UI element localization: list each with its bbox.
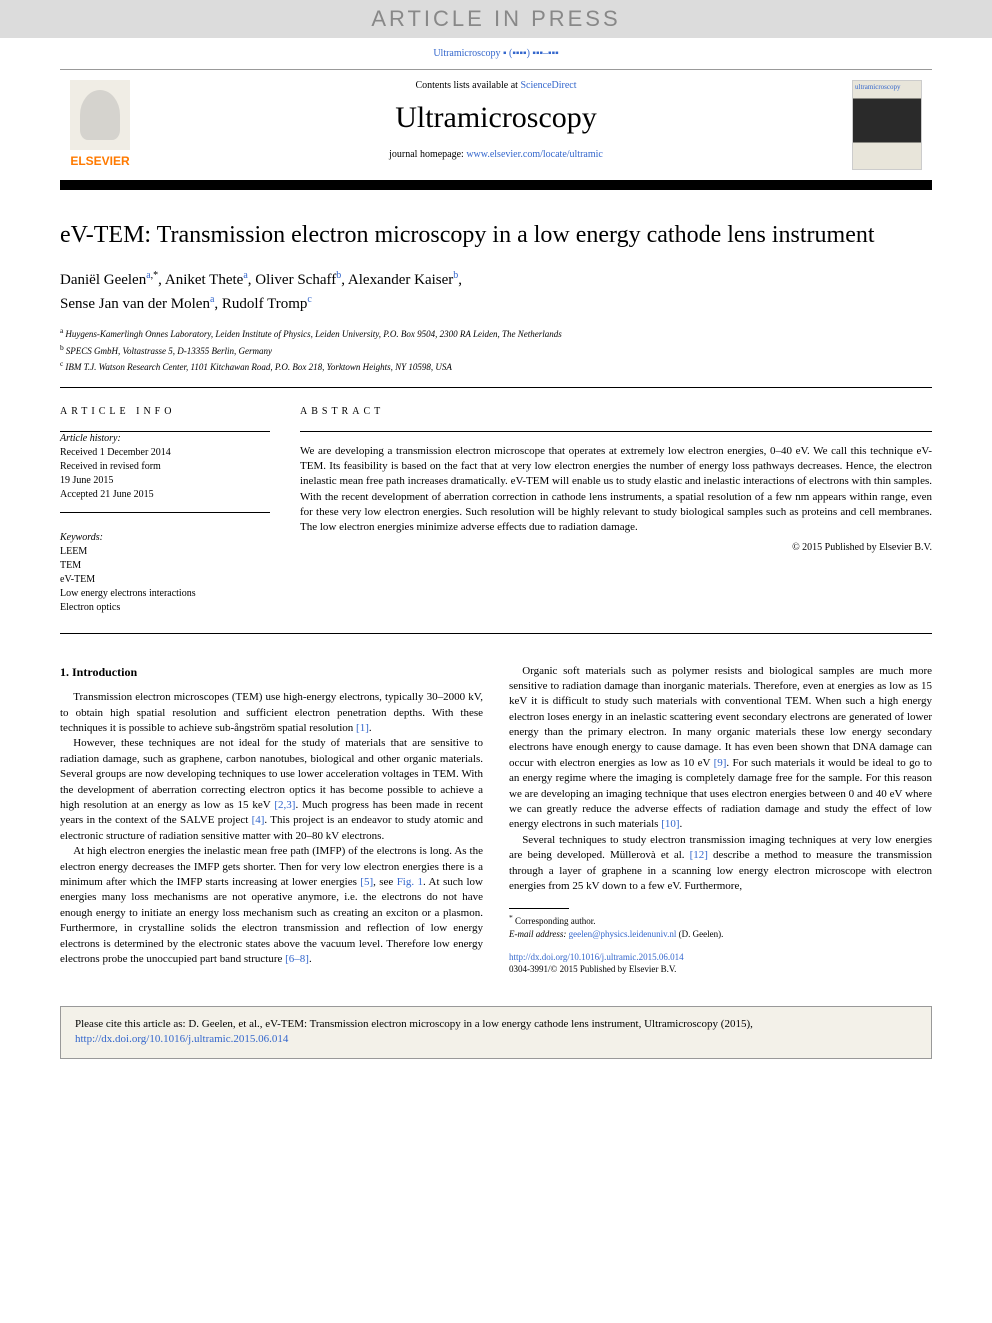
para-text: , see xyxy=(373,876,397,888)
journal-cover-thumb[interactable]: ultramicroscopy xyxy=(852,70,932,180)
affiliation: cIBM T.J. Watson Research Center, 1101 K… xyxy=(60,358,932,375)
abstract-text: We are developing a transmission electro… xyxy=(300,444,932,536)
keyword: LEEM xyxy=(60,545,270,559)
corr-text: Corresponding author. xyxy=(515,916,596,926)
citation-link[interactable]: [1] xyxy=(356,722,369,734)
para-text: . xyxy=(369,722,372,734)
journal-name: Ultramicroscopy xyxy=(140,101,852,135)
elsevier-logo[interactable]: ELSEVIER xyxy=(60,70,140,180)
figure-link[interactable]: Fig. 1 xyxy=(397,876,423,888)
paragraph: Several techniques to study electron tra… xyxy=(509,833,932,895)
citation-box: Please cite this article as: D. Geelen, … xyxy=(60,1006,932,1059)
keyword: Low energy electrons interactions xyxy=(60,587,270,601)
aff-key: c xyxy=(60,359,63,368)
doi-link[interactable]: http://dx.doi.org/10.1016/j.ultramic.201… xyxy=(509,952,684,962)
author-aff-marker[interactable]: a xyxy=(243,270,247,281)
homepage-prefix: journal homepage: xyxy=(389,149,466,160)
issn-line: 0304-3991/© 2015 Published by Elsevier B… xyxy=(509,964,676,974)
article-title: eV-TEM: Transmission electron microscopy… xyxy=(60,220,932,250)
citation-link[interactable]: [4] xyxy=(252,814,265,826)
email-who: (D. Geelen). xyxy=(676,929,723,939)
copyright: © 2015 Published by Elsevier B.V. xyxy=(300,542,932,553)
cover-image: ultramicroscopy xyxy=(852,80,922,170)
author-aff-marker[interactable]: a xyxy=(210,294,214,305)
citation-link[interactable]: [6–8] xyxy=(285,953,309,965)
footnotes: * Corresponding author. E-mail address: … xyxy=(509,913,932,940)
corresponding-marker[interactable]: ,* xyxy=(151,270,159,281)
citation-link[interactable]: [10] xyxy=(661,818,679,830)
affiliation: aHuygens-Kamerlingh Onnes Laboratory, Le… xyxy=(60,325,932,342)
aff-text: IBM T.J. Watson Research Center, 1101 Ki… xyxy=(65,362,452,372)
footnote-block: * Corresponding author. E-mail address: … xyxy=(509,908,932,975)
author-aff-marker[interactable]: b xyxy=(453,270,458,281)
history-revised: Received in revised form xyxy=(60,460,270,474)
email-link[interactable]: geelen@physics.leidenuniv.nl xyxy=(569,929,677,939)
abstract-col: abstract We are developing a transmissio… xyxy=(300,406,932,615)
author: Daniël Geelen xyxy=(60,272,146,288)
contents-lists-line: Contents lists available at ScienceDirec… xyxy=(140,80,852,91)
info-abstract-row: article info Article history: Received 1… xyxy=(60,388,932,633)
aff-text: SPECS GmbH, Voltastrasse 5, D-13355 Berl… xyxy=(66,346,272,356)
elsevier-brand-text: ELSEVIER xyxy=(60,154,140,168)
author: Aniket Thete xyxy=(165,272,243,288)
aff-key: a xyxy=(60,326,63,335)
journal-reference: Ultramicroscopy ▪ (▪▪▪▪) ▪▪▪–▪▪▪ xyxy=(0,38,992,69)
history-label: Article history: xyxy=(60,432,270,446)
homepage-link[interactable]: www.elsevier.com/locate/ultramic xyxy=(466,149,603,160)
keyword: eV-TEM xyxy=(60,573,270,587)
author: Alexander Kaiser xyxy=(348,272,453,288)
email-label: E-mail address: xyxy=(509,929,569,939)
header-divider-bar xyxy=(60,180,932,190)
affiliation: bSPECS GmbH, Voltastrasse 5, D-13355 Ber… xyxy=(60,342,932,359)
citation-link[interactable]: [2,3] xyxy=(274,799,295,811)
header-center: Contents lists available at ScienceDirec… xyxy=(140,70,852,180)
paragraph: Transmission electron microscopes (TEM) … xyxy=(60,690,483,736)
section-heading: 1. Introduction xyxy=(60,664,483,681)
doi-block: http://dx.doi.org/10.1016/j.ultramic.201… xyxy=(509,951,932,976)
keywords-label: Keywords: xyxy=(60,531,270,545)
para-text: Organic soft materials such as polymer r… xyxy=(509,665,932,769)
article-info-col: article info Article history: Received 1… xyxy=(60,406,270,615)
author-aff-marker[interactable]: b xyxy=(336,270,341,281)
sciencedirect-link[interactable]: ScienceDirect xyxy=(520,80,576,91)
author: Sense Jan van der Molen xyxy=(60,296,210,312)
journal-header: ELSEVIER Contents lists available at Sci… xyxy=(60,69,932,180)
author: Rudolf Tromp xyxy=(222,296,307,312)
article-info-label: article info xyxy=(60,406,270,417)
article-history: Article history: Received 1 December 201… xyxy=(60,432,270,513)
homepage-line: journal homepage: www.elsevier.com/locat… xyxy=(140,149,852,160)
citation-link[interactable]: [9] xyxy=(714,757,727,769)
paragraph: At high electron energies the inelastic … xyxy=(60,844,483,967)
cite-doi-link[interactable]: http://dx.doi.org/10.1016/j.ultramic.201… xyxy=(75,1033,288,1045)
affiliations: aHuygens-Kamerlingh Onnes Laboratory, Le… xyxy=(60,325,932,375)
body-text: 1. Introduction Transmission electron mi… xyxy=(60,664,932,976)
footnote-divider xyxy=(509,908,569,909)
author-list: Daniël Geelena,*, Aniket Thetea, Oliver … xyxy=(60,268,932,315)
history-revised-date: 19 June 2015 xyxy=(60,474,270,488)
para-text: Transmission electron microscopes (TEM) … xyxy=(60,691,483,734)
cite-text: Please cite this article as: D. Geelen, … xyxy=(75,1018,753,1030)
abstract-label: abstract xyxy=(300,406,932,417)
article-in-press-banner: ARTICLE IN PRESS xyxy=(0,0,992,38)
elsevier-tree-icon xyxy=(70,80,130,150)
aff-key: b xyxy=(60,343,64,352)
paragraph: Organic soft materials such as polymer r… xyxy=(509,664,932,833)
keyword: Electron optics xyxy=(60,601,270,615)
divider xyxy=(60,633,932,634)
author: Oliver Schaff xyxy=(255,272,336,288)
keywords-block: Keywords: LEEM TEM eV-TEM Low energy ele… xyxy=(60,531,270,615)
corresponding-footnote: * Corresponding author. xyxy=(509,913,932,928)
history-accepted: Accepted 21 June 2015 xyxy=(60,488,270,502)
email-footnote: E-mail address: geelen@physics.leidenuni… xyxy=(509,928,932,941)
contents-prefix: Contents lists available at xyxy=(415,80,520,91)
keyword: TEM xyxy=(60,559,270,573)
paragraph: However, these techniques are not ideal … xyxy=(60,736,483,844)
divider xyxy=(300,431,932,432)
citation-link[interactable]: [12] xyxy=(690,849,708,861)
aff-text: Huygens-Kamerlingh Onnes Laboratory, Lei… xyxy=(65,329,561,339)
history-received: Received 1 December 2014 xyxy=(60,446,270,460)
citation-link[interactable]: [5] xyxy=(360,876,373,888)
author-aff-marker[interactable]: c xyxy=(307,294,311,305)
